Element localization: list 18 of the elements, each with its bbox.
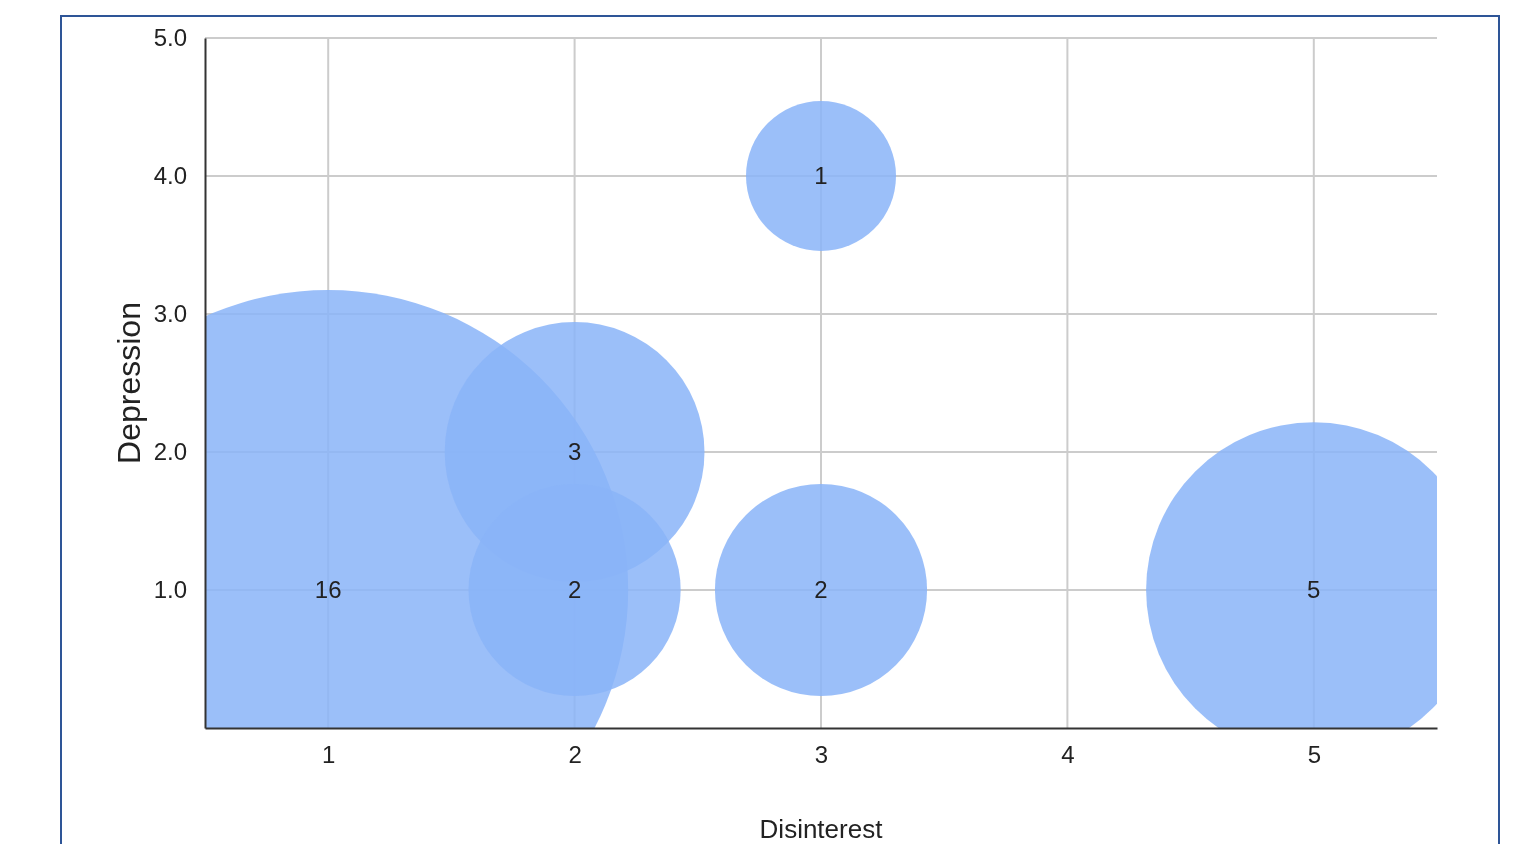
y-tick-label: 2.0 xyxy=(153,438,187,466)
data-label: 2 xyxy=(567,576,582,604)
data-label: 16 xyxy=(314,576,342,604)
x-tick-label: 3 xyxy=(814,741,829,769)
data-label: 5 xyxy=(1307,576,1321,604)
y-axis-title: Depression xyxy=(111,302,147,464)
x-tick-label: 5 xyxy=(1307,741,1321,769)
data-label: 3 xyxy=(567,438,582,466)
x-tick-label: 2 xyxy=(568,741,582,769)
y-tick-label: 3.0 xyxy=(153,300,187,328)
y-tick-label: 5.0 xyxy=(153,24,187,52)
x-tick-label: 1 xyxy=(322,741,336,769)
x-axis-title: Disinterest xyxy=(759,814,884,844)
y-tick-label: 4.0 xyxy=(153,162,187,190)
x-tick-label: 4 xyxy=(1061,741,1075,769)
data-label: 2 xyxy=(814,576,828,604)
data-label: 1 xyxy=(814,162,828,190)
y-tick-label: 1.0 xyxy=(153,576,187,604)
